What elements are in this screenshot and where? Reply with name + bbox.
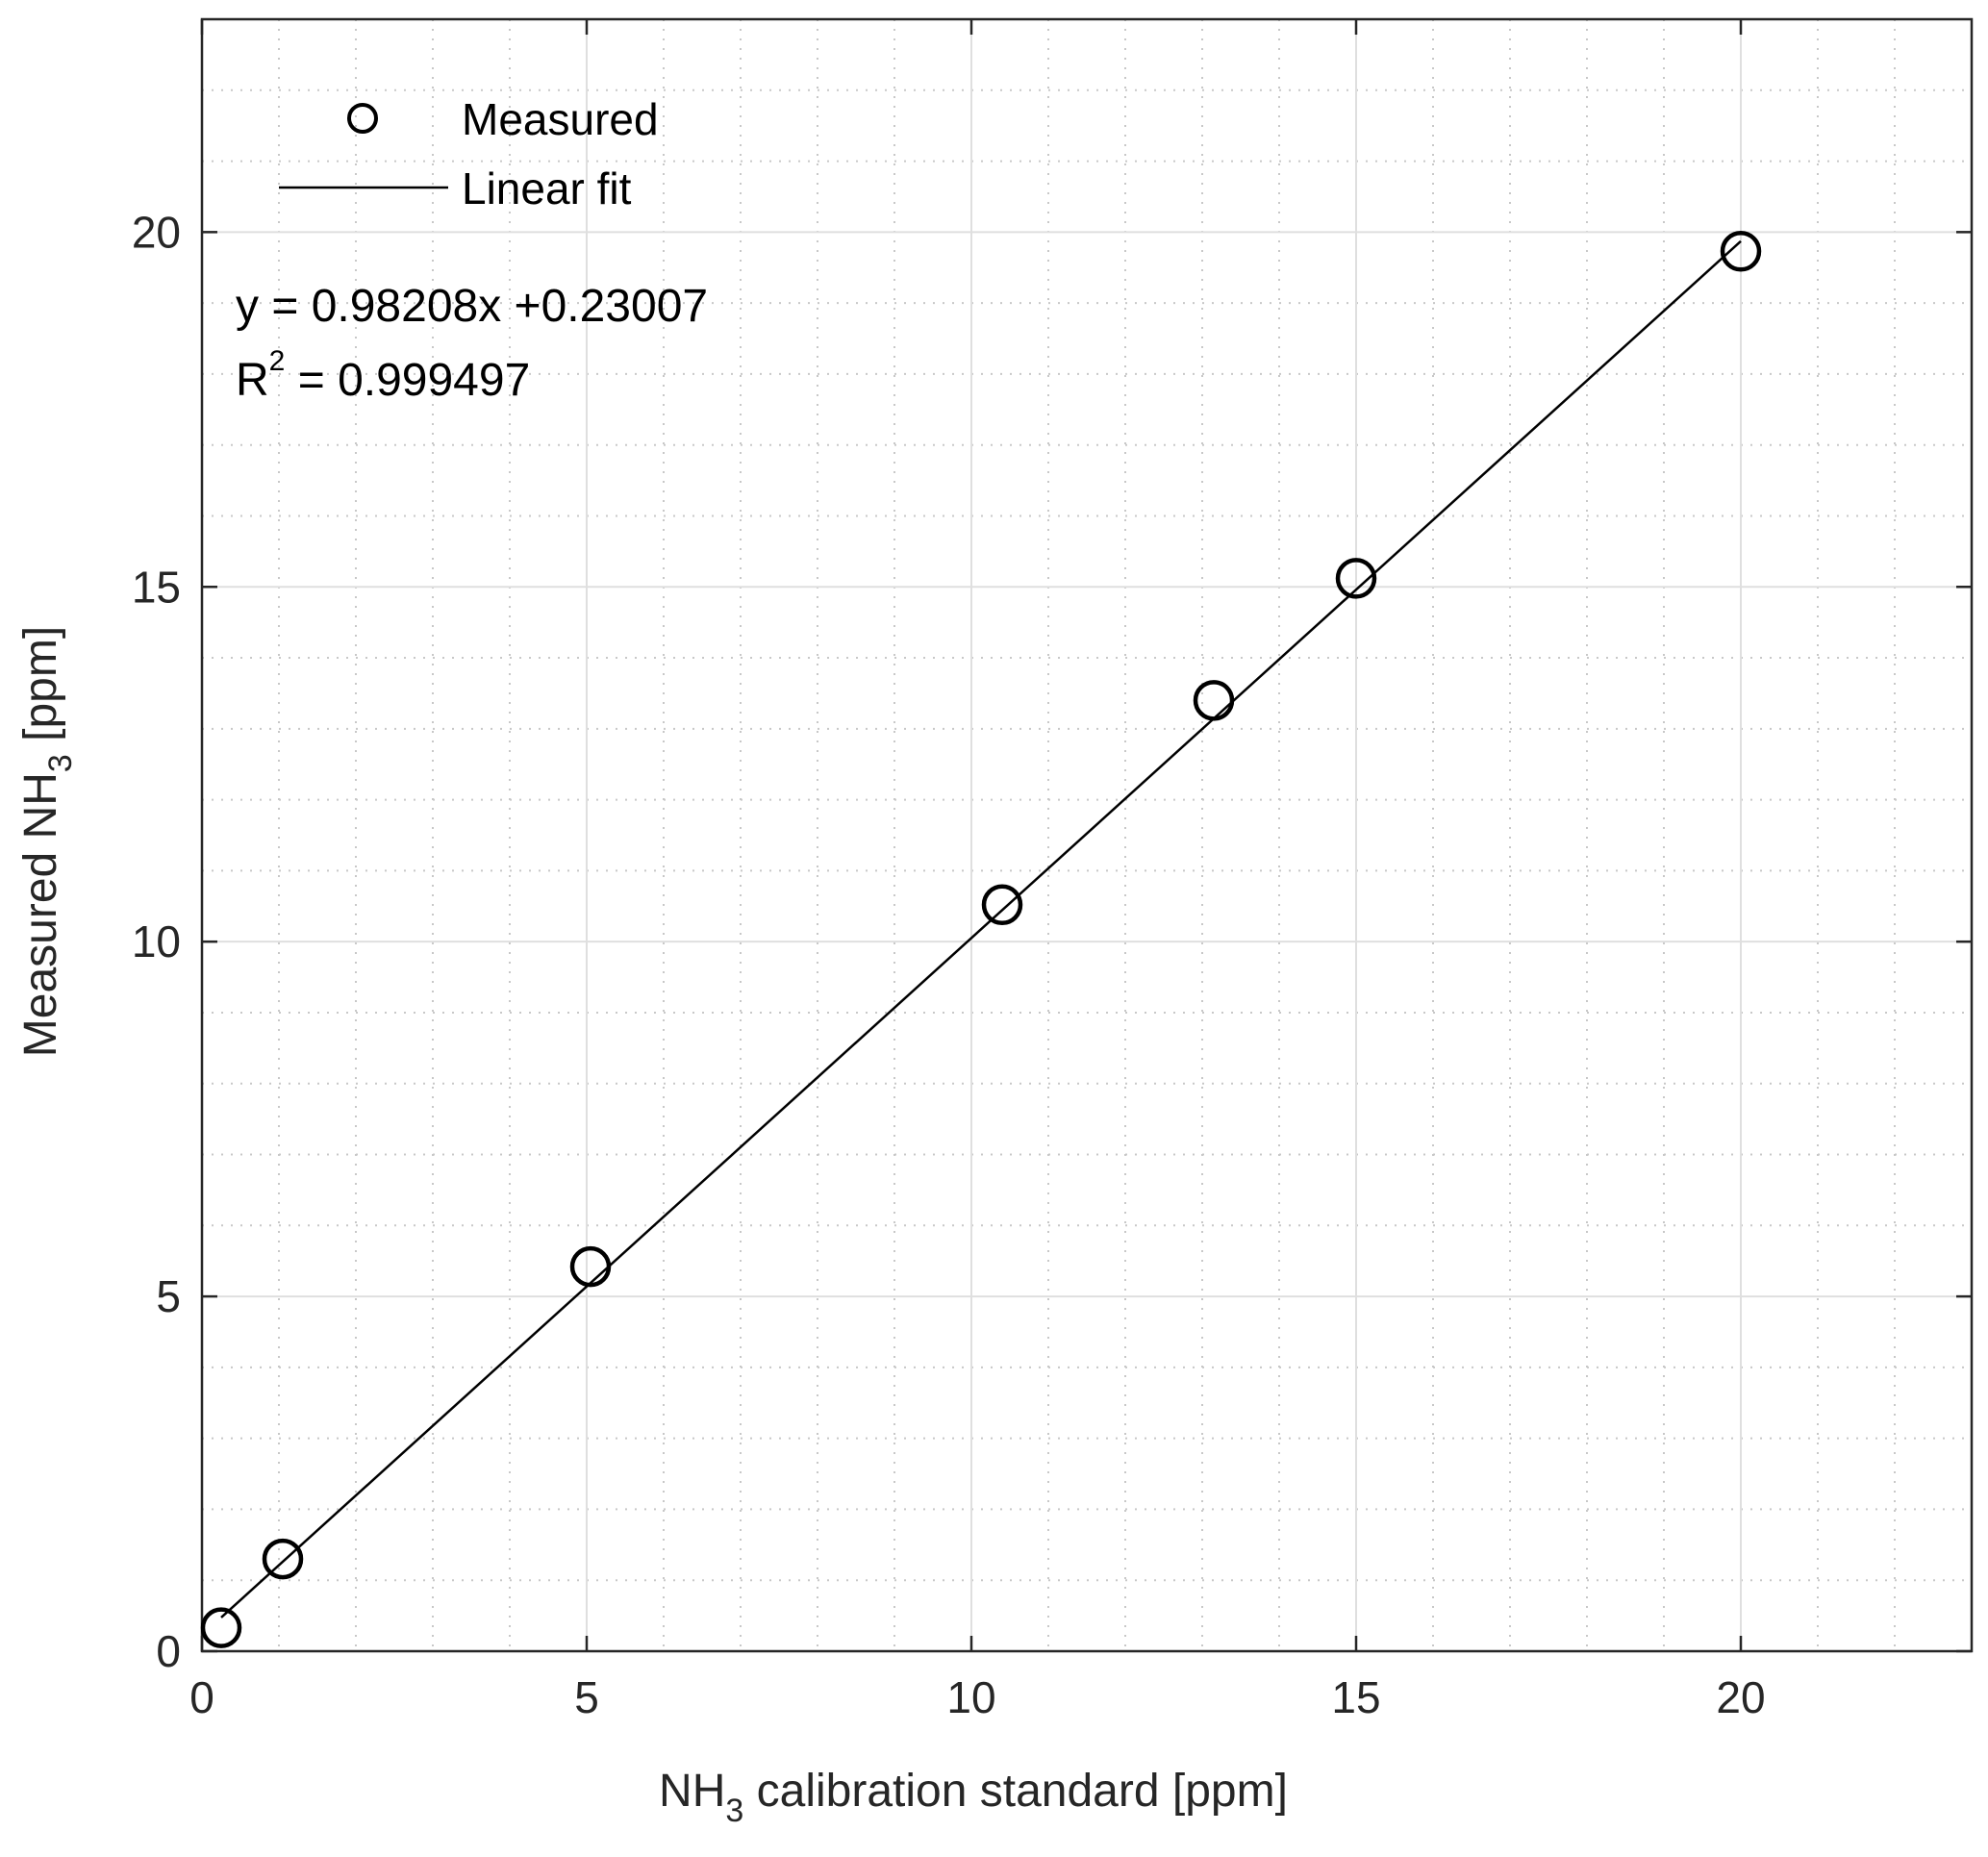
y-tick-label: 15 xyxy=(132,562,181,612)
data-point xyxy=(1193,680,1235,721)
x-tick-label: 20 xyxy=(1716,1672,1765,1722)
legend-marker-measured xyxy=(347,103,378,134)
data-point xyxy=(1720,231,1762,272)
y-tick-labels: 0 5 10 15 20 xyxy=(132,207,181,1676)
legend: Measured Linear fit xyxy=(279,94,659,213)
x-tick-label: 15 xyxy=(1331,1672,1380,1722)
legend-label-linear-fit: Linear fit xyxy=(462,163,632,213)
x-axis-label-suffix: calibration standard [ppm] xyxy=(743,1766,1288,1817)
x-tick-labels: 0 5 10 15 20 xyxy=(189,1672,1765,1722)
data-point xyxy=(262,1538,304,1580)
major-grid xyxy=(202,19,1972,1651)
r-squared-value: = 0.999497 xyxy=(285,355,530,406)
data-point xyxy=(981,884,1023,926)
x-axis-label-prefix: NH xyxy=(659,1766,725,1817)
r-squared: R2 = 0.999497 xyxy=(236,345,530,406)
y-axis-label-suffix: [ppm] xyxy=(15,626,66,754)
fit-line xyxy=(220,239,1742,1619)
x-tick-label: 10 xyxy=(946,1672,995,1722)
x-axis-label-sub: 3 xyxy=(725,1793,743,1829)
fit-layer xyxy=(220,239,1742,1619)
fit-equation: y = 0.98208x +0.23007 xyxy=(236,281,708,332)
r-squared-base: R xyxy=(236,355,269,406)
y-axis-label: Measured NH3 [ppm] xyxy=(15,626,79,1057)
y-tick-label: 0 xyxy=(156,1626,181,1676)
data-point xyxy=(569,1245,612,1288)
y-tick-label: 10 xyxy=(132,916,181,966)
x-tick-label: 0 xyxy=(189,1672,214,1722)
plot-frame xyxy=(200,17,1974,1653)
y-tick-label: 5 xyxy=(156,1271,181,1321)
legend-label-measured: Measured xyxy=(462,94,659,144)
data-point xyxy=(200,1607,242,1648)
axis-ticks xyxy=(200,19,1972,1653)
y-axis-label-prefix: Measured NH xyxy=(15,772,66,1057)
y-axis-label-sub: 3 xyxy=(42,754,79,772)
minor-grid xyxy=(202,19,1972,1651)
data-point xyxy=(1335,558,1377,599)
y-tick-label: 20 xyxy=(132,207,181,257)
x-tick-label: 5 xyxy=(574,1672,599,1722)
r-squared-exponent: 2 xyxy=(269,345,286,377)
x-axis-label: NH3 calibration standard [ppm] xyxy=(659,1766,1288,1829)
points-layer xyxy=(200,231,1762,1648)
